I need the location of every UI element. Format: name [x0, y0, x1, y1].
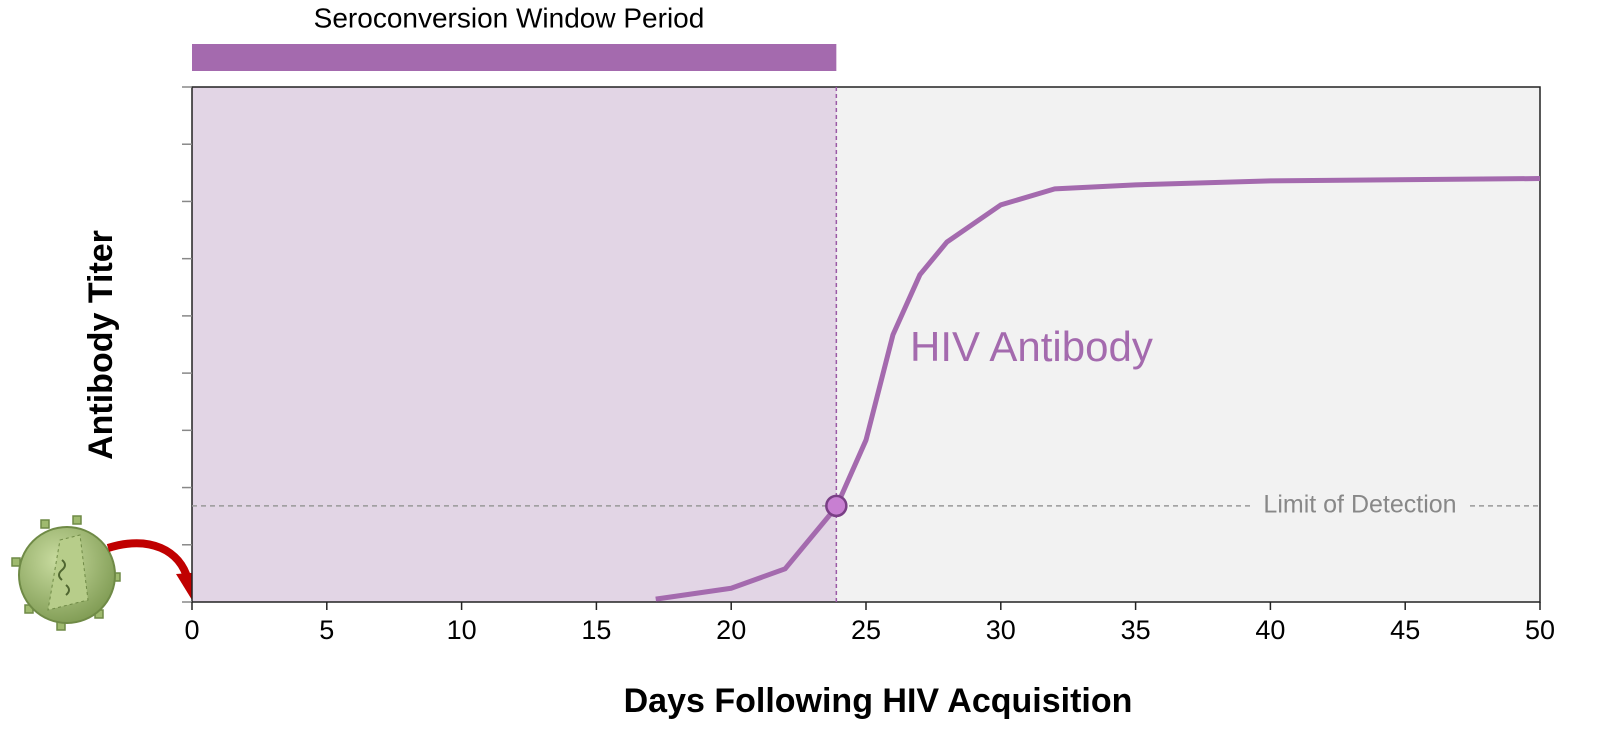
window-bar	[192, 44, 837, 71]
x-tick-label: 35	[1121, 615, 1151, 645]
detection-label: Limit of Detection	[1263, 490, 1456, 518]
x-tick-label: 40	[1255, 615, 1285, 645]
x-tick-label: 10	[447, 615, 477, 645]
detection-point	[825, 494, 848, 518]
x-tick-label: 50	[1525, 615, 1555, 645]
detection-label-bg	[1250, 491, 1470, 520]
series-label: HIV Antibody	[910, 323, 1153, 370]
x-tick-label: 25	[851, 615, 881, 645]
x-axis-label: Days Following HIV Acquisition	[624, 682, 1133, 720]
x-tick-label: 15	[581, 615, 611, 645]
x-tick-label: 5	[319, 615, 334, 645]
window-shade	[192, 87, 837, 602]
window-label: Seroconversion Window Period	[314, 2, 705, 33]
x-tick-label: 20	[716, 615, 746, 645]
virus-icon	[11, 515, 121, 631]
x-tick-label: 45	[1390, 615, 1420, 645]
y-axis-label: Antibody Titer	[82, 230, 120, 460]
series-line	[655, 176, 1541, 602]
x-tick-label: 0	[184, 615, 199, 645]
arrow	[106, 539, 192, 582]
x-tick-label: 30	[986, 615, 1016, 645]
